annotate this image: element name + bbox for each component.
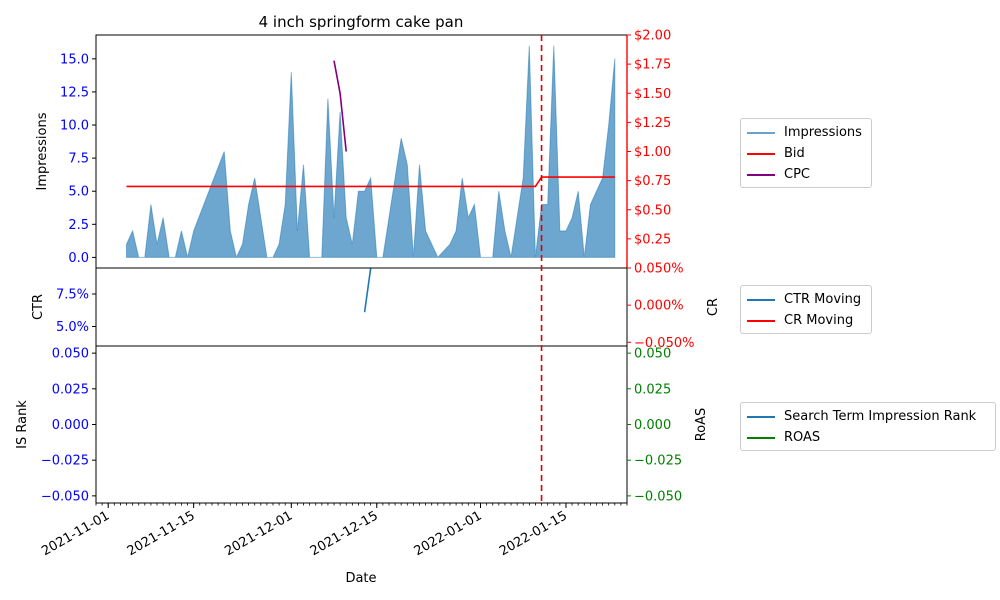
ytick-label: 0.050: [52, 347, 89, 362]
y-axis-label: Impressions: [35, 112, 50, 190]
ytick-label: 2.5: [68, 218, 89, 233]
y2tick-label: $1.50: [634, 87, 671, 102]
legend-swatch-roas: [747, 436, 775, 439]
legend-label-impressions: Impressions: [784, 125, 862, 140]
x-axis: 2021-11-01 2021-11-15 2021-12-01 2021-12-15…: [39, 503, 628, 559]
ytick-label: 5.0%: [56, 320, 89, 335]
legend-item-ctr-moving: CTR Moving: [747, 289, 865, 310]
x-tick-label: 2021-12-15: [308, 508, 381, 559]
ytick-label: 7.5: [68, 152, 89, 167]
legend-item-cr-moving: CR Moving: [747, 310, 865, 331]
y2tick-label: $2.00: [634, 29, 671, 44]
panel-2: −0.050 −0.025 0.000 0.025 0.050 −0.050 −0.025 0…: [15, 345, 709, 504]
legend-top: Impressions Bid CPC: [740, 118, 872, 188]
ytick-label: 12.5: [60, 85, 89, 100]
legend-swatch-ctr-moving: [747, 298, 775, 301]
legend-label-roas: ROAS: [784, 430, 821, 445]
legend-label-cpc: CPC: [784, 167, 810, 182]
ytick-label: 7.5%: [56, 288, 89, 303]
legend-swatch-impressions: [747, 131, 775, 134]
legend-label-cr-moving: CR Moving: [784, 313, 854, 328]
ytick-label: 0.000: [52, 418, 89, 433]
y-axis-label: IS Rank: [15, 400, 30, 449]
x-tick-label: 2021-11-01: [39, 508, 112, 559]
ytick-label: −0.050: [41, 489, 89, 504]
y2tick-label: −0.050: [634, 489, 682, 504]
legend-item-bid: Bid: [747, 143, 865, 164]
legend-middle: CTR Moving CR Moving: [740, 285, 872, 334]
legend-label-ctr-moving: CTR Moving: [784, 292, 862, 307]
series-line-bid: [126, 176, 615, 188]
y2tick-label: −0.050%: [634, 336, 694, 351]
y2tick-label: $1.75: [634, 58, 671, 73]
panel-frame-2: [95, 345, 628, 504]
y2-axis-label: RoAS: [694, 408, 709, 442]
x-tick-label: 2021-11-15: [125, 508, 198, 559]
ytick-label: 15.0: [60, 52, 89, 67]
y2tick-label: $1.25: [634, 116, 671, 131]
legend-item-roas: ROAS: [747, 427, 989, 448]
y2tick-label: 0.025: [634, 382, 671, 397]
legend-swatch-cpc: [747, 173, 775, 176]
ytick-label: 5.0: [68, 185, 89, 200]
legend-swatch-bid: [747, 152, 775, 155]
y2tick-label: 0.050%: [634, 262, 684, 277]
legend-label-bid: Bid: [784, 146, 805, 161]
y2-axis-label: CR: [706, 298, 721, 316]
ytick-label: 0.025: [52, 382, 89, 397]
legend-swatch-is-rank: [747, 415, 775, 418]
y2tick-label: −0.025: [634, 454, 682, 469]
ytick-label: 10.0: [60, 119, 89, 134]
y2tick-label: $0.50: [634, 203, 671, 218]
ytick-label: −0.025: [41, 454, 89, 469]
y2tick-label: $0.25: [634, 232, 671, 247]
ytick-label: 0.0: [68, 251, 89, 266]
series-line-cpc: [333, 60, 347, 152]
y2tick-label: $1.00: [634, 145, 671, 160]
y-axis-label: CTR: [31, 294, 46, 320]
panel-frame-1: [95, 267, 628, 347]
legend-item-impressions: Impressions: [747, 122, 865, 143]
x-axis-label: Date: [345, 571, 376, 586]
panel-1: 5.0% 7.5% −0.050% 0.000% 0.050% CTR CR: [31, 262, 721, 351]
legend-item-is-rank: Search Term Impression Rank: [747, 406, 989, 427]
legend-bottom: Search Term Impression Rank ROAS: [740, 402, 996, 451]
legend-label-is-rank: Search Term Impression Rank: [784, 409, 977, 424]
legend-swatch-cr-moving: [747, 319, 775, 322]
x-tick-label: 2021-12-01: [222, 508, 295, 559]
y2tick-label: 0.000%: [634, 299, 684, 314]
y2tick-label: 0.050: [634, 347, 671, 362]
series-line-ctr-moving: [363, 267, 372, 313]
y2tick-label: 0.000: [634, 418, 671, 433]
x-tick-label: 2022-01-01: [412, 508, 485, 559]
x-tick-label: 2022-01-15: [497, 508, 570, 559]
series-area-impressions: [125, 45, 616, 259]
y2tick-label: $0.75: [634, 174, 671, 189]
legend-item-cpc: CPC: [747, 164, 865, 185]
chart-title: 4 inch springform cake pan: [259, 13, 464, 31]
panel-0: 0.0 2.5 5.0 7.5 10.0 12.5 15.0 $0.25 $0.50 $0.75 $…: [35, 29, 671, 269]
